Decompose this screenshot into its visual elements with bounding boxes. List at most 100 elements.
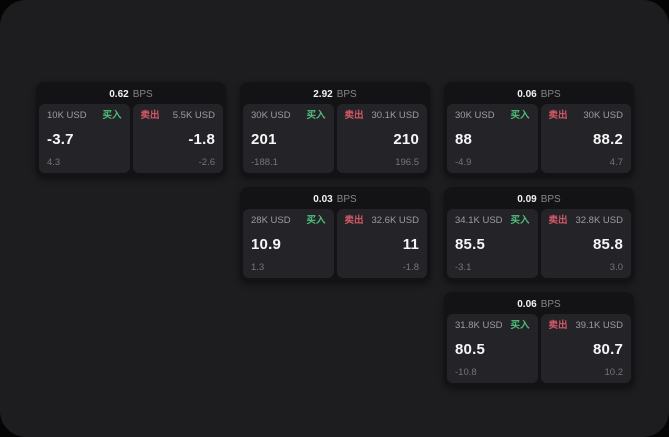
buy-amount: 30K USD [251, 110, 291, 121]
sell-price: 85.8 [593, 235, 623, 253]
buy-button[interactable]: 买入 [510, 320, 530, 331]
sell-pane-top: 卖出 32.6K USD [345, 216, 420, 226]
buy-price: 201 [251, 130, 277, 148]
sell-delta: 10.2 [604, 366, 624, 378]
buy-button[interactable]: 买入 [306, 215, 326, 226]
sell-pane-top: 卖出 5.5K USD [141, 111, 216, 121]
sell-amount: 32.8K USD [575, 215, 623, 226]
card-header: 2.92 BPS [243, 85, 427, 104]
sell-button[interactable]: 卖出 [344, 110, 364, 121]
card-header: 0.06 BPS [447, 295, 631, 314]
buy-pane-top: 34.1K USD 买入 [455, 216, 530, 226]
bps-value: 0.06 [517, 89, 537, 100]
bps-unit: BPS [540, 299, 561, 310]
sell-pane[interactable]: 卖出 30.1K USD 210 196.5 [336, 104, 427, 173]
sell-pane[interactable]: 卖出 32.6K USD 11 -1.8 [336, 209, 427, 278]
buy-pane-top: 31.8K USD 买入 [455, 321, 530, 331]
buy-price: 10.9 [251, 235, 281, 253]
buy-pane[interactable]: 30K USD 买入 201 -188.1 [243, 104, 334, 173]
sell-button[interactable]: 卖出 [140, 110, 160, 121]
buy-amount: 28K USD [251, 215, 291, 226]
quote-card-grid: 0.62 BPS 10K USD 买入 -3.7 4.3 卖出 5.5K USD [36, 82, 634, 386]
card-body: 30K USD 买入 201 -188.1 卖出 30.1K USD 210 1… [243, 104, 427, 173]
card-body: 28K USD 买入 10.9 1.3 卖出 32.6K USD 11 -1.8 [243, 209, 427, 278]
buy-pane[interactable]: 28K USD 买入 10.9 1.3 [243, 209, 334, 278]
buy-button[interactable]: 买入 [102, 110, 122, 121]
buy-button[interactable]: 买入 [306, 110, 326, 121]
buy-amount: 31.8K USD [455, 320, 503, 331]
bps-unit: BPS [336, 194, 357, 205]
bps-value: 0.09 [517, 194, 537, 205]
quote-card: 2.92 BPS 30K USD 买入 201 -188.1 卖出 30.1K … [240, 82, 430, 176]
sell-pane[interactable]: 卖出 39.1K USD 80.7 10.2 [540, 314, 631, 383]
sell-price: 80.7 [593, 340, 623, 358]
buy-price: 85.5 [455, 235, 485, 253]
bps-value: 0.06 [517, 299, 537, 310]
buy-pane[interactable]: 10K USD 买入 -3.7 4.3 [39, 104, 130, 173]
buy-amount: 10K USD [47, 110, 87, 121]
sell-pane[interactable]: 卖出 5.5K USD -1.8 -2.6 [132, 104, 223, 173]
card-header: 0.03 BPS [243, 190, 427, 209]
sell-price: 88.2 [593, 130, 623, 148]
card-body: 31.8K USD 买入 80.5 -10.8 卖出 39.1K USD 80.… [447, 314, 631, 383]
buy-pane[interactable]: 34.1K USD 买入 85.5 -3.1 [447, 209, 538, 278]
buy-delta: -188.1 [251, 156, 278, 168]
sell-amount: 30K USD [583, 110, 623, 121]
bps-value: 0.03 [313, 194, 333, 205]
quote-card: 0.09 BPS 34.1K USD 买入 85.5 -3.1 卖出 32.8K… [444, 187, 634, 281]
sell-price: -1.8 [188, 130, 215, 148]
quote-card: 0.06 BPS 31.8K USD 买入 80.5 -10.8 卖出 39.1… [444, 292, 634, 386]
buy-delta: -10.8 [455, 366, 477, 378]
sell-delta: -1.8 [402, 261, 419, 273]
bps-unit: BPS [540, 89, 561, 100]
sell-price: 210 [393, 130, 419, 148]
buy-pane-top: 10K USD 买入 [47, 111, 122, 121]
buy-pane[interactable]: 31.8K USD 买入 80.5 -10.8 [447, 314, 538, 383]
sell-price: 11 [402, 235, 419, 253]
quote-card: 0.06 BPS 30K USD 买入 88 -4.9 卖出 30K USD [444, 82, 634, 176]
buy-price: 88 [455, 130, 473, 148]
card-header: 0.06 BPS [447, 85, 631, 104]
sell-delta: 4.7 [609, 156, 623, 168]
sell-pane-top: 卖出 30K USD [549, 111, 624, 121]
sell-pane[interactable]: 卖出 30K USD 88.2 4.7 [540, 104, 631, 173]
bps-unit: BPS [132, 89, 153, 100]
buy-amount: 34.1K USD [455, 215, 503, 226]
buy-delta: 1.3 [251, 261, 265, 273]
buy-button[interactable]: 买入 [510, 110, 530, 121]
sell-amount: 32.6K USD [371, 215, 419, 226]
bps-value: 0.62 [109, 89, 129, 100]
card-body: 30K USD 买入 88 -4.9 卖出 30K USD 88.2 4.7 [447, 104, 631, 173]
bps-unit: BPS [336, 89, 357, 100]
buy-pane-top: 30K USD 买入 [251, 111, 326, 121]
bps-unit: BPS [540, 194, 561, 205]
sell-delta: 196.5 [395, 156, 419, 168]
buy-amount: 30K USD [455, 110, 495, 121]
buy-pane[interactable]: 30K USD 买入 88 -4.9 [447, 104, 538, 173]
buy-delta: -4.9 [455, 156, 472, 168]
card-body: 34.1K USD 买入 85.5 -3.1 卖出 32.8K USD 85.8… [447, 209, 631, 278]
buy-button[interactable]: 买入 [510, 215, 530, 226]
sell-pane-top: 卖出 30.1K USD [345, 111, 420, 121]
sell-button[interactable]: 卖出 [344, 215, 364, 226]
buy-delta: -3.1 [455, 261, 472, 273]
quote-card: 0.03 BPS 28K USD 买入 10.9 1.3 卖出 32.6K US… [240, 187, 430, 281]
bps-value: 2.92 [313, 89, 333, 100]
buy-price: 80.5 [455, 340, 485, 358]
sell-amount: 5.5K USD [172, 110, 215, 121]
buy-delta: 4.3 [47, 156, 61, 168]
buy-pane-top: 28K USD 买入 [251, 216, 326, 226]
sell-button[interactable]: 卖出 [548, 320, 568, 331]
sell-pane-top: 卖出 32.8K USD [549, 216, 624, 226]
quote-card: 0.62 BPS 10K USD 买入 -3.7 4.3 卖出 5.5K USD [36, 82, 226, 176]
sell-delta: -2.6 [198, 156, 215, 168]
sell-amount: 30.1K USD [371, 110, 419, 121]
sell-pane[interactable]: 卖出 32.8K USD 85.8 3.0 [540, 209, 631, 278]
buy-pane-top: 30K USD 买入 [455, 111, 530, 121]
sell-amount: 39.1K USD [575, 320, 623, 331]
card-header: 0.62 BPS [39, 85, 223, 104]
sell-button[interactable]: 卖出 [548, 215, 568, 226]
sell-delta: 3.0 [609, 261, 623, 273]
sell-button[interactable]: 卖出 [548, 110, 568, 121]
